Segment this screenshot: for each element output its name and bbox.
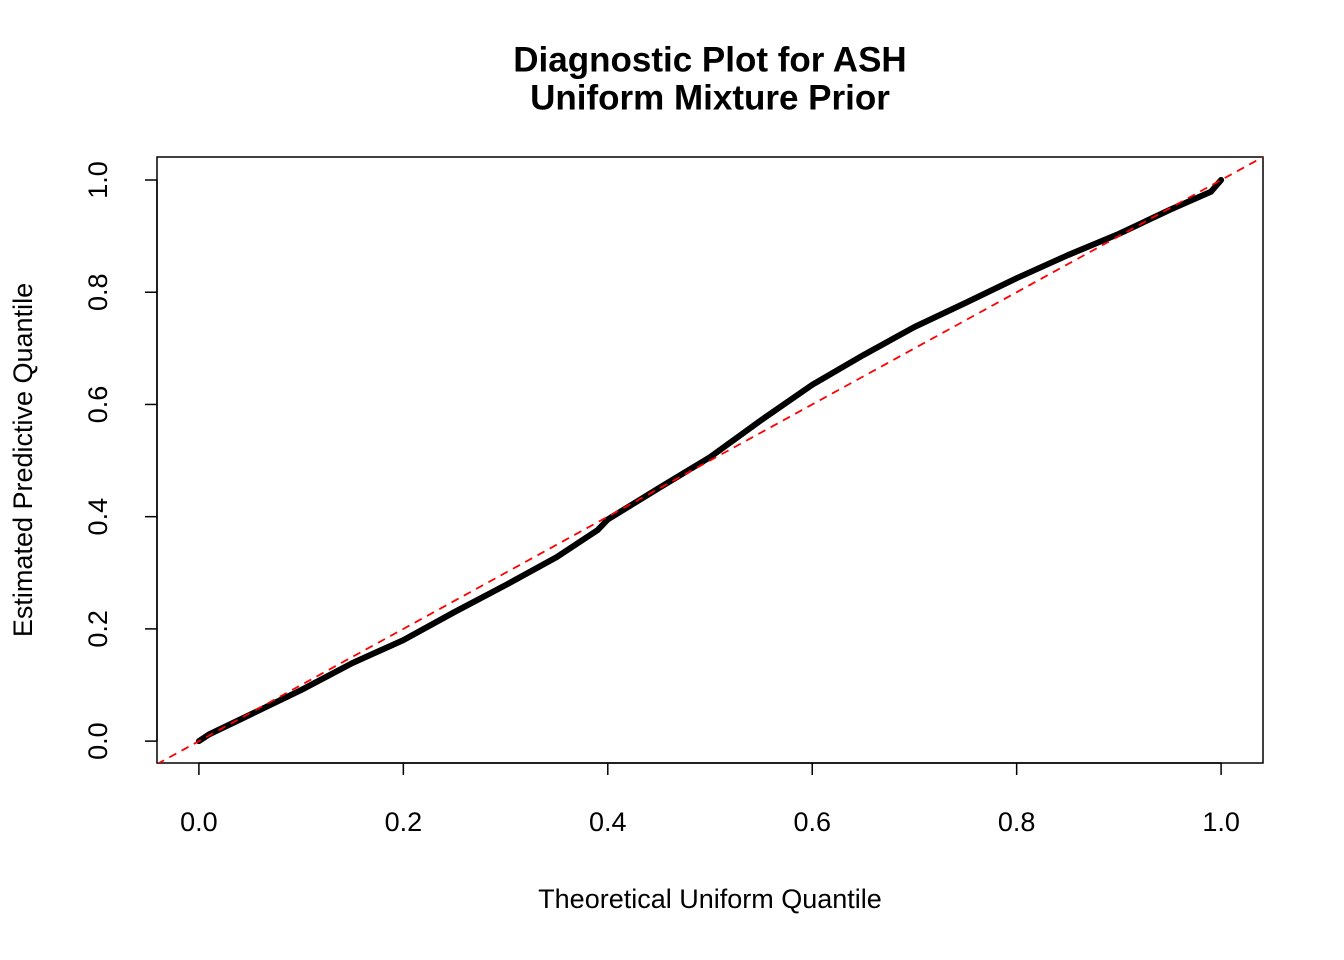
x-tick-label: 0.0 <box>180 807 218 837</box>
x-tick-label: 0.6 <box>793 807 831 837</box>
y-tick-label: 0.2 <box>83 610 113 648</box>
x-tick-label: 0.4 <box>589 807 627 837</box>
y-tick-label: 0.4 <box>83 498 113 536</box>
x-tick-label: 0.2 <box>385 807 423 837</box>
chart-title: Diagnostic Plot for ASH <box>513 40 906 79</box>
y-tick-label: 0.6 <box>83 386 113 424</box>
y-tick-label: 0.8 <box>83 273 113 311</box>
x-axis-title: Theoretical Uniform Quantile <box>538 884 882 914</box>
x-tick-label: 0.8 <box>998 807 1036 837</box>
y-axis-title: Estimated Predictive Quantile <box>8 283 38 637</box>
x-tick-label: 1.0 <box>1202 807 1240 837</box>
y-tick-label: 1.0 <box>83 161 113 199</box>
chart-subtitle: Uniform Mixture Prior <box>530 78 890 117</box>
y-tick-label: 0.0 <box>83 722 113 760</box>
data-line <box>195 177 1225 745</box>
reference-line <box>157 157 1263 763</box>
